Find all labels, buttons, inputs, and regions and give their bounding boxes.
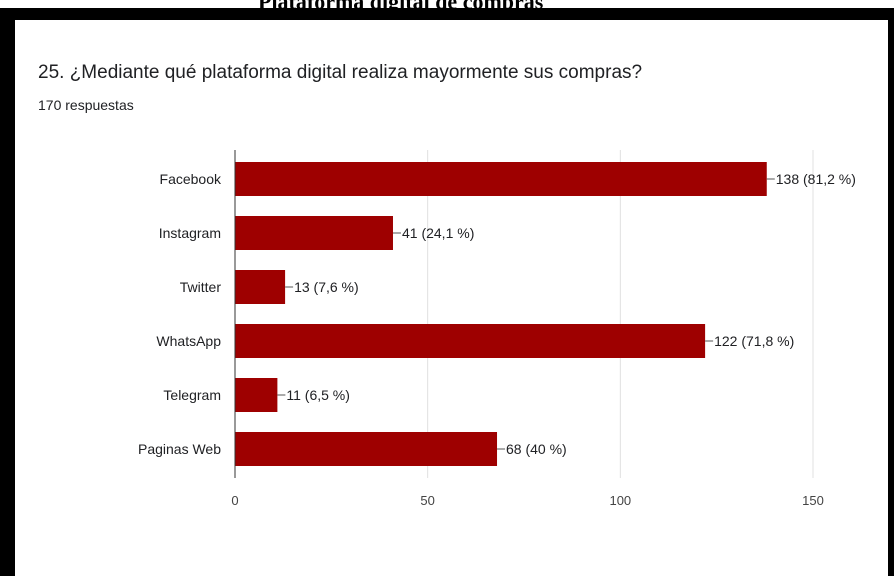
- data-label: 122 (71,8 %): [714, 333, 794, 349]
- x-tick-label: 150: [802, 493, 824, 508]
- data-label: 41 (24,1 %): [402, 225, 474, 241]
- category-label: Twitter: [180, 279, 222, 295]
- bar: [235, 216, 393, 250]
- bar: [235, 378, 278, 412]
- chart-title: 25. ¿Mediante qué plataforma digital rea…: [38, 62, 643, 83]
- x-tick-label: 0: [231, 493, 238, 508]
- bar: [235, 324, 706, 358]
- data-label: 11 (6,5 %): [286, 387, 350, 403]
- category-label: Instagram: [159, 225, 221, 241]
- x-tick-label: 100: [609, 493, 631, 508]
- chart-card: [15, 20, 888, 576]
- category-label: Facebook: [160, 171, 222, 187]
- data-label: 138 (81,2 %): [776, 171, 856, 187]
- data-label: 13 (7,6 %): [294, 279, 359, 295]
- bar: [235, 432, 498, 466]
- category-label: Telegram: [163, 387, 221, 403]
- category-label: WhatsApp: [156, 333, 221, 349]
- bar: [235, 270, 286, 304]
- data-label: 68 (40 %): [506, 441, 567, 457]
- bar: [235, 162, 767, 196]
- category-label: Paginas Web: [138, 441, 221, 457]
- response-count: 170 respuestas: [38, 97, 134, 113]
- x-tick-label: 50: [420, 493, 434, 508]
